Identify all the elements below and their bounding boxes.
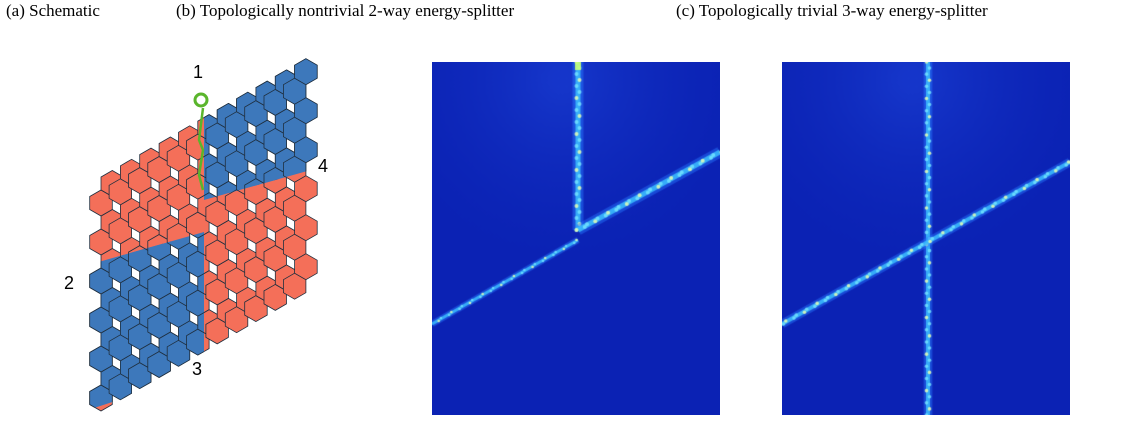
caption-c: (c) Topologically trivial 3-way energy-s…	[676, 1, 988, 20]
field-map-nontrivial	[432, 62, 720, 415]
hex-cell-blue	[294, 58, 318, 86]
schematic-diagram: 1 2 3 4	[64, 58, 328, 412]
port-2-label: 2	[64, 273, 74, 293]
hex-cell-blue	[186, 232, 204, 239]
port-4-label: 4	[318, 156, 328, 176]
source-marker	[193, 92, 209, 191]
hex-cell-blue	[186, 250, 204, 278]
port-1-label: 1	[193, 62, 203, 82]
caption-b: (b) Topologically nontrivial 2-way energ…	[176, 1, 515, 20]
source-ring	[193, 92, 209, 108]
hex-cell-blue	[186, 328, 204, 356]
edge-mode-path	[197, 107, 205, 191]
port-3-label: 3	[192, 359, 202, 379]
field-map-trivial	[782, 62, 1070, 415]
hex-cell-blue	[186, 289, 204, 317]
caption-a: (a) Schematic	[6, 1, 100, 20]
